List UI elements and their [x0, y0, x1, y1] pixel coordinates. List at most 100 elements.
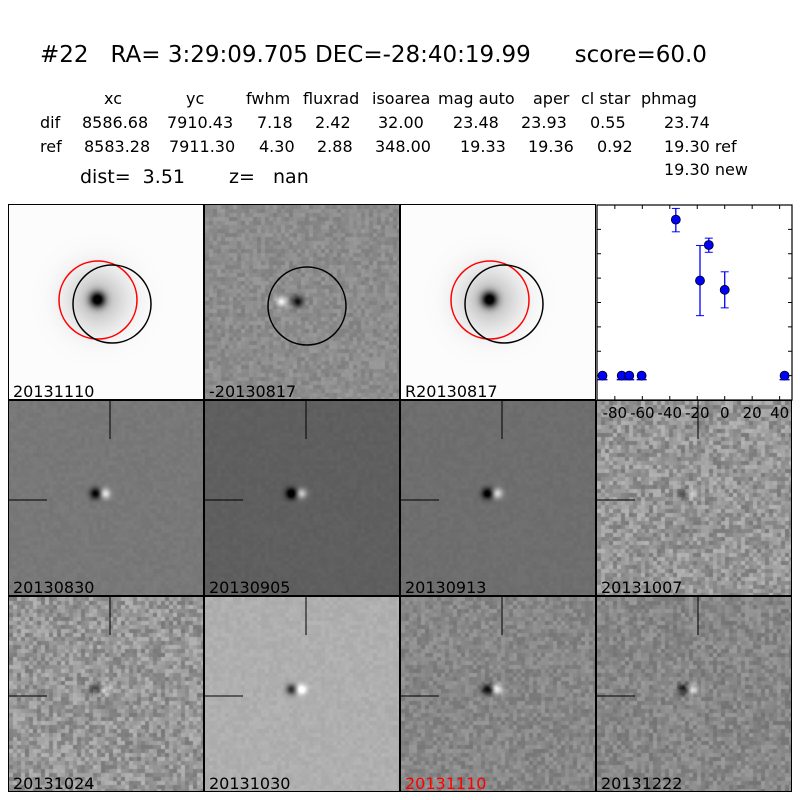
image-stamp[interactable]: 20131030 [204, 596, 400, 792]
detection-aperture-circle [464, 264, 544, 344]
stamp-overlay [205, 597, 307, 697]
stamp-overlay [450, 260, 544, 344]
table-cell: 2.88 [317, 137, 353, 156]
table-cell: 7.18 [257, 113, 293, 132]
data-point [695, 275, 705, 286]
image-stamp[interactable]: 20131222 [596, 596, 792, 792]
x-tick-label: -40 [658, 404, 683, 422]
image-stamp[interactable]: 20130905 [204, 400, 400, 596]
row-label: ref [40, 137, 62, 156]
image-stamp[interactable]: 20131024 [8, 596, 204, 792]
stamp-overlay [401, 597, 503, 697]
page-title: #22 RA= 3:29:09.705 DEC=-28:40:19.99 sco… [40, 42, 707, 68]
stamp-image [205, 597, 399, 791]
table-cell: 8586.68 [82, 113, 149, 132]
table-cell: 23.74 [664, 113, 710, 132]
image-stamp[interactable]: -20130817 [204, 204, 400, 400]
table-cell: 23.93 [521, 113, 567, 132]
image-stamp[interactable]: R20130817 [400, 204, 596, 400]
table-cell: 0.92 [597, 137, 633, 156]
stamp-date-label: 20131024 [13, 774, 95, 792]
column-header: cl star [581, 89, 631, 108]
column-header: fluxrad [303, 89, 360, 108]
table-cell: 19.36 [528, 137, 574, 156]
data-point [636, 370, 647, 381]
data-point [779, 370, 790, 381]
stamp-date-label: 20131110 [405, 774, 487, 792]
image-stamp[interactable]: 20131110 [400, 596, 596, 792]
x-tick-label: 40 [770, 404, 789, 422]
stamp-overlay [9, 401, 111, 501]
x-tick-label: -80 [603, 404, 628, 422]
data-point [719, 284, 730, 295]
stamp-overlay [597, 401, 699, 501]
stamp-date-label: 20131222 [601, 774, 683, 792]
image-stamp[interactable]: 20130913 [400, 400, 596, 596]
data-point [624, 370, 635, 381]
table-cell: 348.00 [375, 137, 431, 156]
stamp-image [205, 205, 399, 399]
column-header: yc [186, 89, 205, 108]
stamp-image [9, 205, 203, 399]
table-cell: 2.42 [315, 113, 351, 132]
column-header: mag auto [438, 89, 515, 108]
column-header: xc [104, 89, 122, 108]
column-header: fwhm [246, 89, 291, 108]
plot-frame [596, 204, 793, 401]
stamp-image [597, 401, 791, 595]
dist-value: dist= 3.51 [80, 166, 185, 188]
z-value: z= nan [229, 166, 309, 188]
table-cell: 19.30 ref [664, 137, 737, 156]
data-point [597, 370, 608, 381]
stamp-date-label: 20130913 [405, 578, 487, 596]
stamp-image [597, 597, 791, 791]
stamp-overlay [205, 401, 307, 501]
table-cell: 23.48 [453, 113, 499, 132]
stamp-image [205, 401, 399, 595]
lightcurve-svg: 22.022.523.023.524.024.525.025.526.0-80-… [596, 204, 793, 422]
lightcurve-plot: 22.022.523.023.524.024.525.025.526.0-80-… [596, 204, 800, 422]
table-cell: 0.55 [590, 113, 626, 132]
stamp-date-label: 20131110 [13, 382, 95, 400]
x-tick-label: 20 [743, 404, 762, 422]
stamp-image [401, 401, 595, 595]
stamp-date-label: 20130905 [209, 578, 291, 596]
table-cell: 7910.43 [167, 113, 234, 132]
table-cell: 8583.28 [84, 137, 151, 156]
stamp-image [401, 205, 595, 399]
stamp-overlay [9, 597, 111, 697]
table-cell: 4.30 [259, 137, 295, 156]
stamp-overlay [401, 401, 503, 501]
stamp-overlay [58, 260, 152, 344]
row-label: dif [40, 113, 61, 132]
detection-aperture-circle [72, 264, 152, 344]
data-point [703, 240, 714, 250]
ref-aperture-circle [450, 260, 530, 340]
table-cell: 19.33 [460, 137, 506, 156]
image-stamp[interactable]: 20131007 [596, 400, 792, 596]
data-point [670, 214, 681, 225]
stamp-date-label: 20130830 [13, 578, 95, 596]
detection-aperture-circle [267, 266, 347, 346]
stamp-image [9, 401, 203, 595]
stamp-date-label: 20131030 [209, 774, 291, 792]
image-stamp[interactable]: 20130830 [8, 400, 204, 596]
ref-aperture-circle [58, 260, 138, 340]
column-header: isoarea [372, 89, 431, 108]
table-cell: 7911.30 [169, 137, 236, 156]
column-header: phmag [641, 89, 697, 108]
table-cell: 32.00 [378, 113, 424, 132]
stamp-date-label: -20130817 [209, 382, 297, 400]
x-tick-label: -60 [630, 404, 655, 422]
x-tick-label: -20 [685, 404, 710, 422]
stamp-image [9, 597, 203, 791]
image-stamp[interactable]: 20131110 [8, 204, 204, 400]
stamp-overlay [597, 597, 699, 697]
stamp-image [401, 597, 595, 791]
column-header: aper [533, 89, 570, 108]
x-tick-label: 0 [720, 404, 730, 422]
stamp-date-label: R20130817 [405, 382, 498, 400]
phmag-new: 19.30 new [664, 160, 748, 179]
stamp-overlay [267, 266, 347, 346]
stamp-date-label: 20131007 [601, 578, 683, 596]
